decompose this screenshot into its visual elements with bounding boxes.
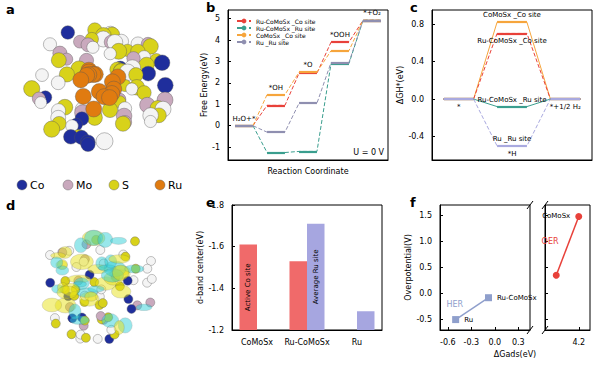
svg-text:Ru: Ru [352, 338, 362, 347]
svg-text:Ru-CoMoSx _Ru site: Ru-CoMoSx _Ru site [256, 24, 316, 32]
svg-text:Ru-CoMoSx: Ru-CoMoSx [284, 338, 330, 347]
svg-text:-1.2: -1.2 [208, 326, 224, 335]
svg-text:Free Energy(eV): Free Energy(eV) [200, 53, 209, 117]
svg-text:0.0: 0.0 [419, 289, 432, 298]
svg-text:Average Ru site: Average Ru site [312, 249, 320, 304]
svg-text:Ru _Ru site: Ru _Ru site [256, 39, 289, 47]
svg-text:3: 3 [215, 57, 220, 66]
svg-text:0.0: 0.0 [488, 338, 501, 347]
svg-text:S: S [122, 179, 129, 192]
svg-text:-1.8: -1.8 [208, 200, 224, 210]
svg-text:Overpotential(V): Overpotential(V) [404, 234, 413, 301]
svg-text:CoMoSx _Co site: CoMoSx _Co site [483, 11, 541, 19]
svg-text:CoMoSx: CoMoSx [241, 338, 273, 347]
svg-text:c: c [410, 0, 418, 15]
svg-text:*+O₂: *+O₂ [363, 9, 381, 17]
svg-text:Co: Co [30, 179, 45, 192]
svg-text:Ru-CoMoSx: Ru-CoMoSx [497, 294, 537, 302]
svg-text:4: 4 [215, 36, 220, 45]
svg-text:5: 5 [215, 14, 220, 23]
svg-text:*OOH: *OOH [330, 31, 350, 39]
svg-text:0: 0 [215, 121, 220, 130]
svg-text:*: * [457, 103, 461, 111]
svg-text:Mo: Mo [76, 179, 92, 192]
svg-text:0.8: 0.8 [411, 20, 424, 29]
svg-text:-0.4: -0.4 [408, 132, 424, 141]
svg-text:OER: OER [542, 237, 559, 246]
svg-text:Ru-CoMoSx _Co site: Ru-CoMoSx _Co site [256, 17, 316, 25]
svg-text:d: d [6, 198, 15, 213]
svg-text:0.3: 0.3 [512, 338, 525, 347]
svg-text:f: f [410, 195, 416, 210]
svg-text:*OH: *OH [269, 84, 283, 92]
svg-text:ΔGads(eV): ΔGads(eV) [494, 350, 536, 359]
svg-text:Ru: Ru [168, 179, 182, 192]
svg-text:*+1/2 H₂: *+1/2 H₂ [550, 103, 581, 111]
svg-text:b: b [206, 0, 215, 15]
svg-text:ΔGH*(eV): ΔGH*(eV) [396, 66, 405, 104]
svg-text:Ru _Ru site: Ru _Ru site [493, 135, 532, 143]
svg-text:1: 1 [215, 100, 220, 109]
svg-text:CoMoSx _Co site: CoMoSx _Co site [256, 31, 306, 39]
svg-text:e: e [206, 195, 215, 210]
svg-text:a: a [6, 2, 15, 17]
svg-text:-1.6: -1.6 [208, 242, 224, 251]
svg-text:Active Co site: Active Co site [244, 263, 252, 311]
svg-text:Reaction Coordinate: Reaction Coordinate [267, 167, 348, 176]
svg-text:-0.6: -0.6 [440, 338, 456, 347]
svg-text:U = 0 V: U = 0 V [353, 148, 384, 157]
svg-text:*H: *H [508, 150, 517, 158]
svg-text:4.2: 4.2 [572, 338, 585, 347]
svg-text:0.4: 0.4 [411, 57, 424, 66]
svg-text:-0.3: -0.3 [463, 338, 479, 347]
svg-text:d-band center(eV): d-band center(eV) [196, 231, 205, 304]
svg-text:1.0: 1.0 [419, 237, 432, 246]
svg-text:*O: *O [303, 61, 313, 69]
svg-text:HER: HER [446, 300, 463, 309]
svg-text:H₂O+*: H₂O+* [233, 115, 256, 123]
svg-text:1.5: 1.5 [419, 211, 432, 220]
svg-text:CoMoSx: CoMoSx [542, 212, 570, 220]
svg-text:Ru-CoMoSx _Co site: Ru-CoMoSx _Co site [477, 37, 546, 45]
svg-text:Ru: Ru [464, 316, 473, 324]
svg-text:-1: -1 [212, 143, 220, 152]
svg-text:0.0: 0.0 [411, 95, 424, 104]
svg-text:0.5: 0.5 [419, 263, 432, 272]
svg-text:-0.5: -0.5 [416, 315, 432, 324]
svg-text:-1.4: -1.4 [208, 284, 224, 293]
svg-text:Ru-CoMoSx _Ru site: Ru-CoMoSx _Ru site [477, 96, 546, 104]
svg-text:2: 2 [215, 78, 220, 87]
